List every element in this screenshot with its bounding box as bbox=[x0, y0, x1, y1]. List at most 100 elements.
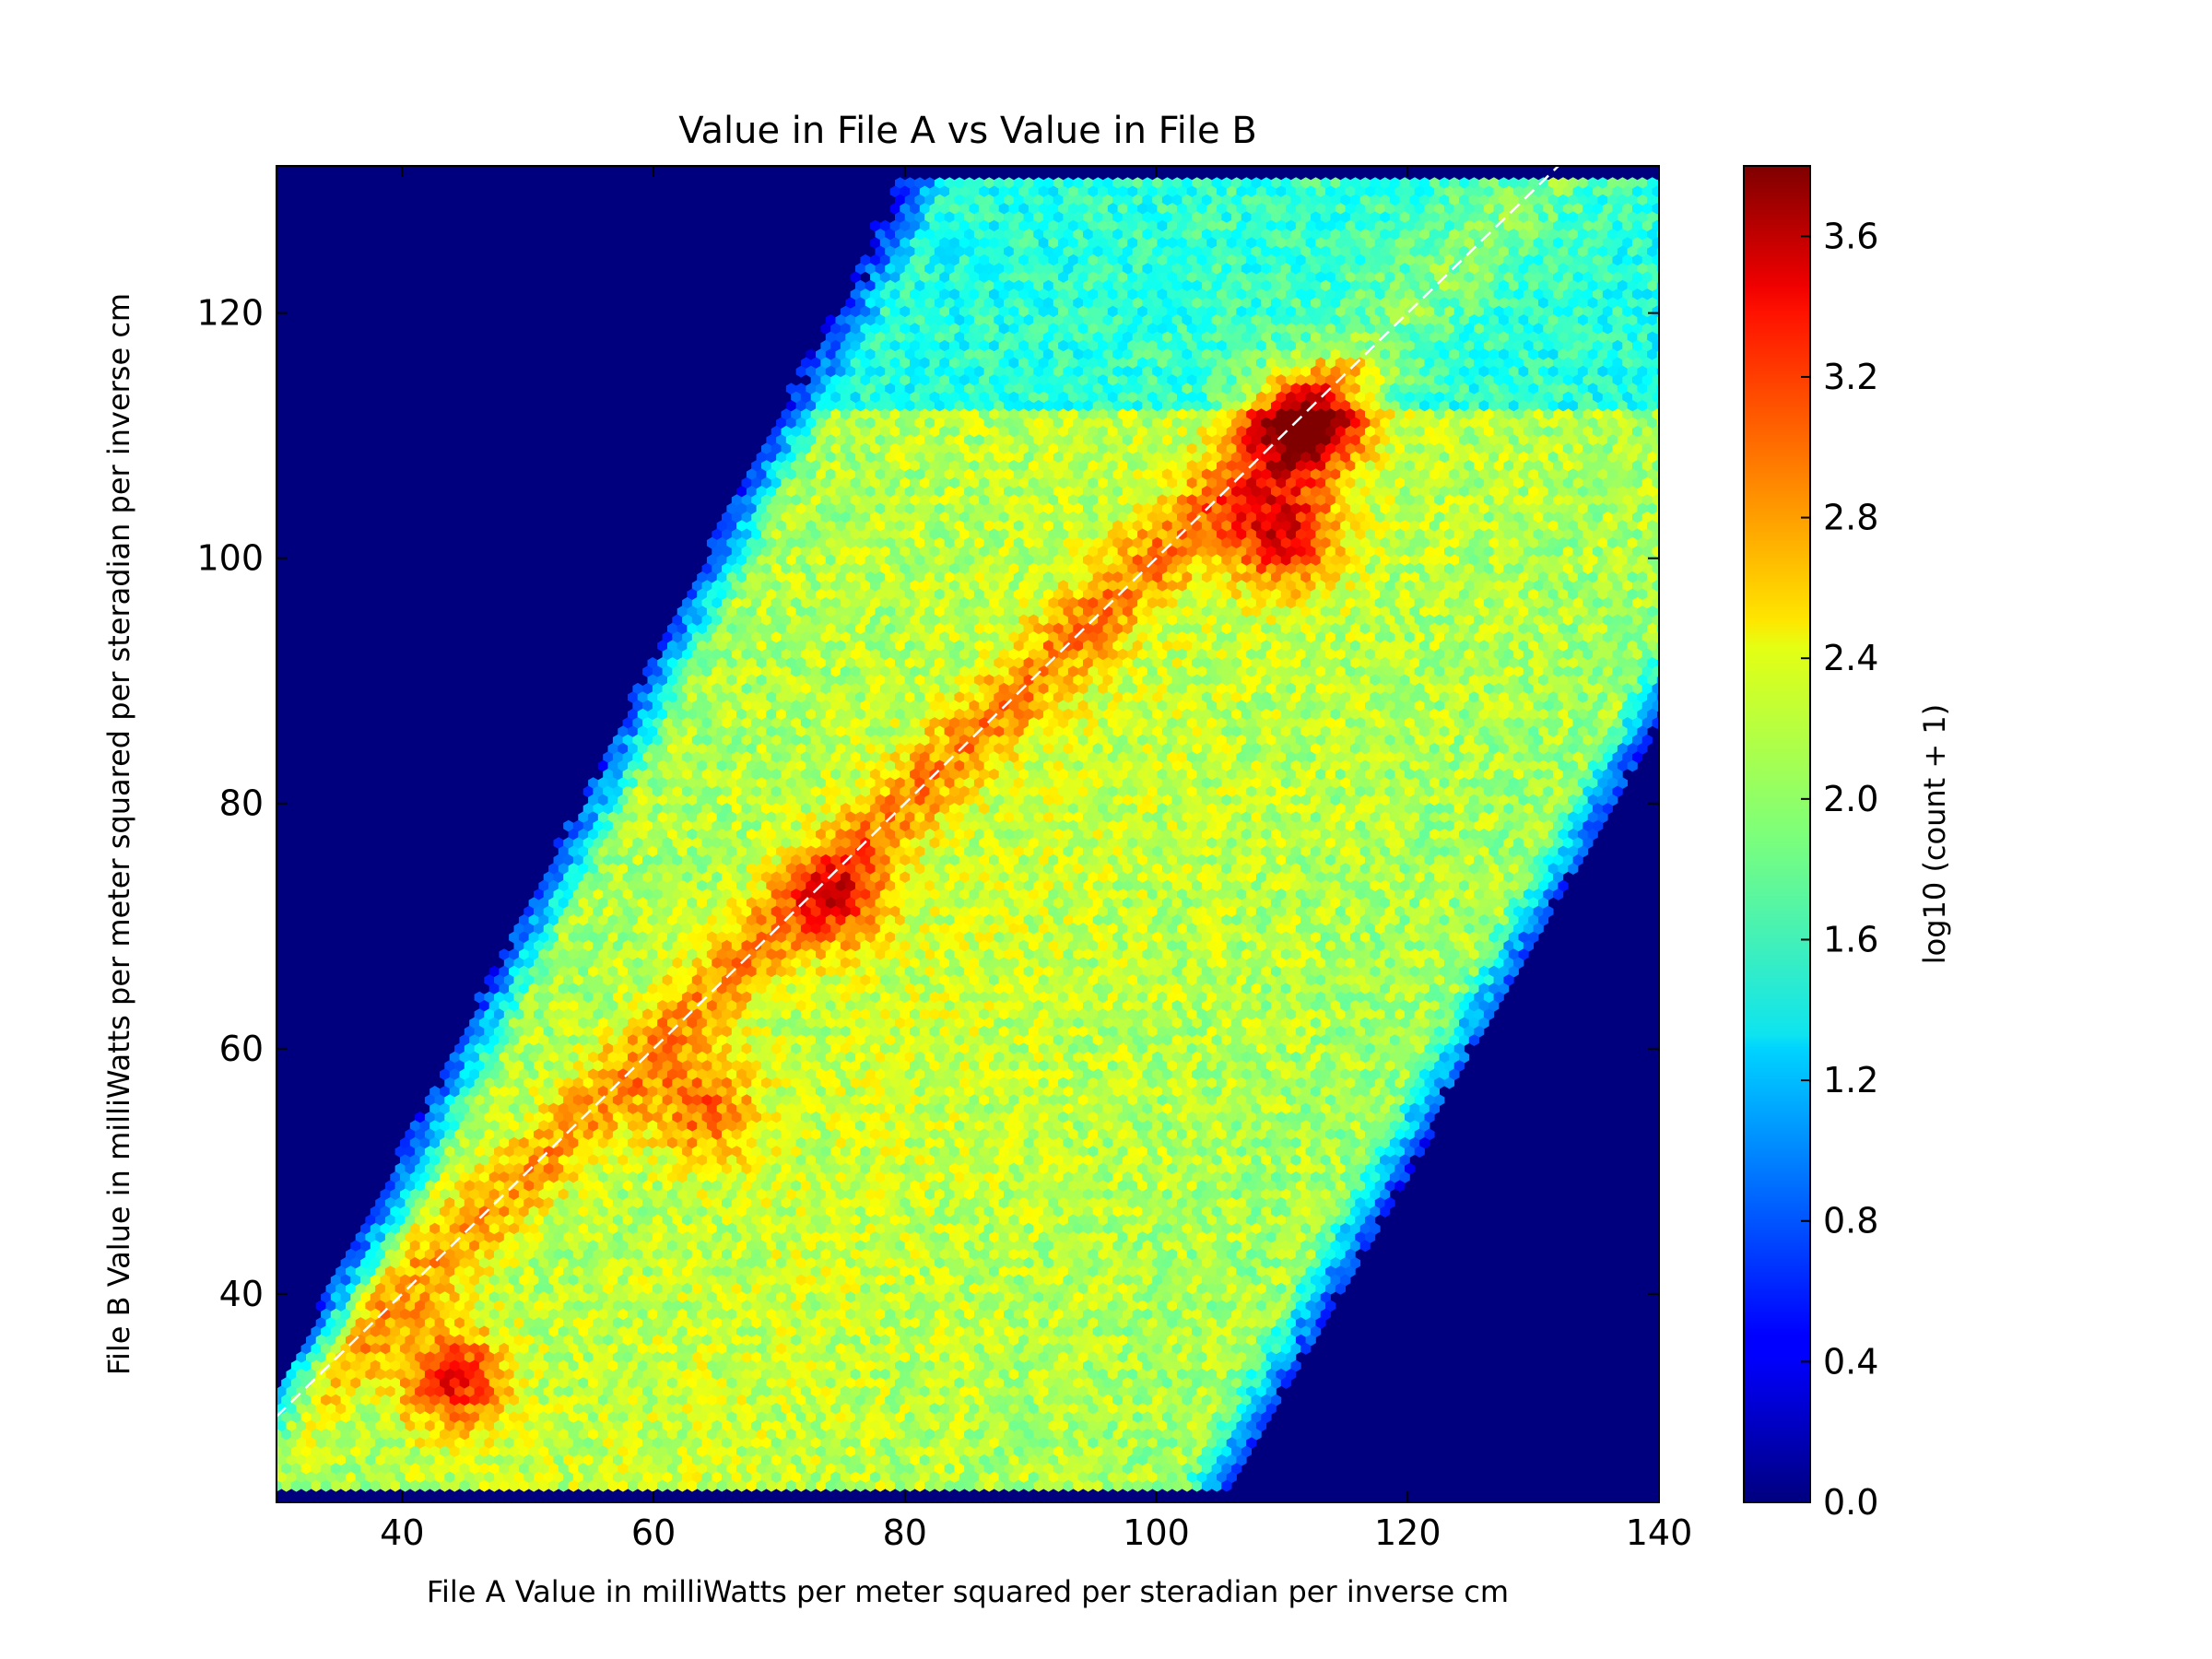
hexbin-cell bbox=[964, 194, 975, 206]
hexbin-cell bbox=[1641, 288, 1653, 300]
hexbin-cell bbox=[1662, 203, 1672, 215]
hexbin-cell bbox=[1305, 237, 1316, 250]
hexbin-cell bbox=[1325, 288, 1336, 300]
hexbin-cell bbox=[1004, 297, 1015, 310]
hexbin-cell bbox=[1632, 288, 1643, 300]
hexbin-cell bbox=[979, 203, 990, 215]
hexbin-cell bbox=[1112, 211, 1124, 224]
hexbin-cell bbox=[1192, 177, 1203, 189]
hexbin-cell bbox=[1419, 211, 1430, 224]
hexbin-cell bbox=[1349, 279, 1361, 292]
hexbin-cell bbox=[1246, 305, 1257, 318]
hexbin-cell bbox=[1008, 253, 1019, 266]
hexbin-cell bbox=[1211, 297, 1222, 310]
hexbin-cell bbox=[1607, 211, 1618, 224]
hexbin-cell bbox=[870, 323, 881, 335]
hexbin-cell bbox=[1409, 177, 1420, 189]
hexbin-cell bbox=[1340, 245, 1351, 258]
hexbin-cell bbox=[914, 177, 925, 189]
hexbin-cell bbox=[924, 177, 935, 189]
hexbin-cell bbox=[1142, 229, 1153, 241]
hexbin-cell bbox=[1122, 245, 1134, 258]
hexbin-cell bbox=[1083, 245, 1094, 258]
hexbin-cell bbox=[1280, 297, 1291, 310]
hexbin-cell bbox=[1538, 229, 1549, 241]
hexbin-cell bbox=[1499, 314, 1510, 326]
hexbin-cell bbox=[1217, 271, 1228, 284]
hexbin-cell bbox=[910, 185, 921, 198]
hexbin-cell bbox=[1077, 203, 1088, 215]
hexbin-cell bbox=[994, 211, 1005, 224]
hexbin-cell bbox=[1553, 253, 1564, 266]
hexbin-cell bbox=[1488, 229, 1500, 241]
hexbin-cell bbox=[1320, 177, 1331, 189]
hexbin-cell bbox=[1280, 194, 1291, 206]
hexbin-cell bbox=[994, 194, 1005, 206]
hexbin-cell bbox=[989, 323, 1000, 335]
hexbin-cell bbox=[1058, 237, 1069, 250]
hexbin-cell bbox=[1028, 288, 1040, 300]
hexbin-cell bbox=[1102, 297, 1113, 310]
hexbin-cell bbox=[1508, 314, 1519, 326]
hexbin-cell bbox=[1058, 305, 1069, 318]
hexbin-cell bbox=[1023, 211, 1034, 224]
hexbin-cell bbox=[1290, 279, 1301, 292]
hexbin-cell bbox=[1340, 229, 1351, 241]
hexbin-cell bbox=[1632, 203, 1643, 215]
hexbin-cell bbox=[1107, 237, 1118, 250]
hexbin-cell bbox=[1182, 314, 1193, 326]
hexbin-cell bbox=[895, 263, 906, 275]
hexbin-cell bbox=[998, 203, 1009, 215]
hexbin-cell bbox=[1345, 253, 1356, 266]
hexbin-cell bbox=[1365, 219, 1376, 232]
hexbin-cell bbox=[1127, 288, 1138, 300]
hexbin-cell bbox=[964, 229, 975, 241]
hexbin-cell bbox=[1261, 194, 1272, 206]
hexbin-cell bbox=[1246, 237, 1257, 250]
hexbin-cell bbox=[1562, 203, 1573, 215]
hexbin-cell bbox=[1405, 203, 1416, 215]
hexbin-cell bbox=[1048, 271, 1059, 284]
hexbin-cell bbox=[1077, 185, 1088, 198]
hexbin-cell bbox=[1380, 279, 1391, 292]
hexbin-cell bbox=[1083, 229, 1094, 241]
hexbin-cell bbox=[1380, 245, 1391, 258]
hexbin-cell bbox=[1359, 229, 1371, 241]
hexbin-cell bbox=[1617, 314, 1628, 326]
hexbin-cell bbox=[1389, 297, 1401, 310]
hexbin-cell bbox=[1192, 263, 1203, 275]
hexbin-cell bbox=[1315, 219, 1326, 232]
hexbin-cell bbox=[1311, 314, 1322, 326]
hexbin-cell bbox=[1513, 305, 1524, 318]
hexbin-cell bbox=[924, 211, 935, 224]
hexbin-cell bbox=[989, 253, 1000, 266]
hexbin-cell bbox=[1053, 297, 1064, 310]
hexbin-cell bbox=[1597, 194, 1608, 206]
hexbin-cell bbox=[1092, 263, 1103, 275]
hexbin-cell bbox=[949, 203, 960, 215]
hexbin-cell bbox=[895, 314, 906, 326]
hexbin-cell bbox=[1186, 288, 1197, 300]
hexbin-cell bbox=[1409, 194, 1420, 206]
hexbin-cell bbox=[1488, 245, 1500, 258]
hexbin-cell bbox=[1112, 314, 1124, 326]
hexbin-cell bbox=[1043, 245, 1054, 258]
hexbin-cell bbox=[949, 271, 960, 284]
hexbin-cell bbox=[1459, 297, 1470, 310]
hexbin-cell bbox=[1077, 271, 1088, 284]
hexbin-cell bbox=[889, 219, 900, 232]
hexbin-cell bbox=[1171, 314, 1182, 326]
hexbin-cell bbox=[1192, 279, 1203, 292]
hexbin-cell bbox=[1073, 297, 1084, 310]
hexbin-cell bbox=[969, 288, 980, 300]
hexbin-cell bbox=[1231, 194, 1242, 206]
hexbin-cell bbox=[1311, 297, 1322, 310]
hexbin-cell bbox=[1399, 211, 1410, 224]
hexbin-cell bbox=[1004, 177, 1015, 189]
hexbin-cell bbox=[1543, 253, 1554, 266]
hexbin-cell bbox=[1394, 305, 1406, 318]
hexbin-cell bbox=[1311, 194, 1322, 206]
hexbin-cell bbox=[1533, 185, 1544, 198]
hexbin-cell bbox=[1161, 229, 1173, 241]
hexbin-cell bbox=[850, 323, 861, 335]
